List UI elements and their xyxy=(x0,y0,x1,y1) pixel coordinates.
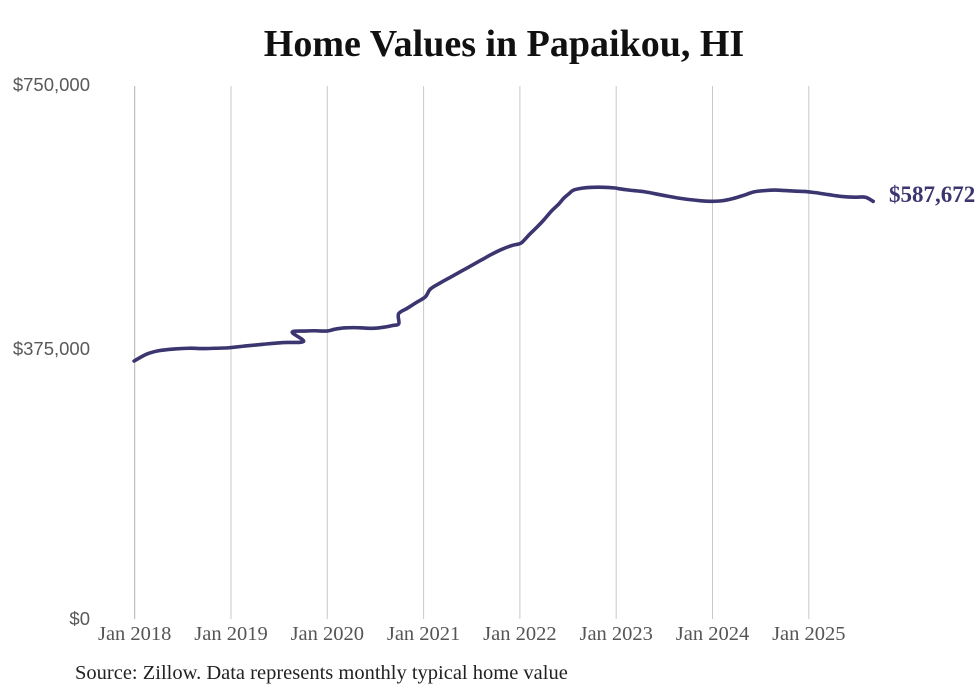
svg-text:Jan 2025: Jan 2025 xyxy=(772,623,845,645)
svg-text:Jan 2018: Jan 2018 xyxy=(98,623,171,645)
svg-text:$587,672: $587,672 xyxy=(889,182,975,207)
svg-text:Jan 2021: Jan 2021 xyxy=(387,623,460,645)
svg-text:Jan 2024: Jan 2024 xyxy=(676,623,749,645)
svg-text:Jan 2019: Jan 2019 xyxy=(194,623,267,645)
svg-text:$375,000: $375,000 xyxy=(13,338,90,359)
svg-text:$0: $0 xyxy=(69,608,90,629)
svg-text:Jan 2020: Jan 2020 xyxy=(291,623,364,645)
svg-text:Jan 2023: Jan 2023 xyxy=(579,623,652,645)
svg-text:Jan 2022: Jan 2022 xyxy=(483,623,556,645)
svg-text:$750,000: $750,000 xyxy=(13,74,90,95)
